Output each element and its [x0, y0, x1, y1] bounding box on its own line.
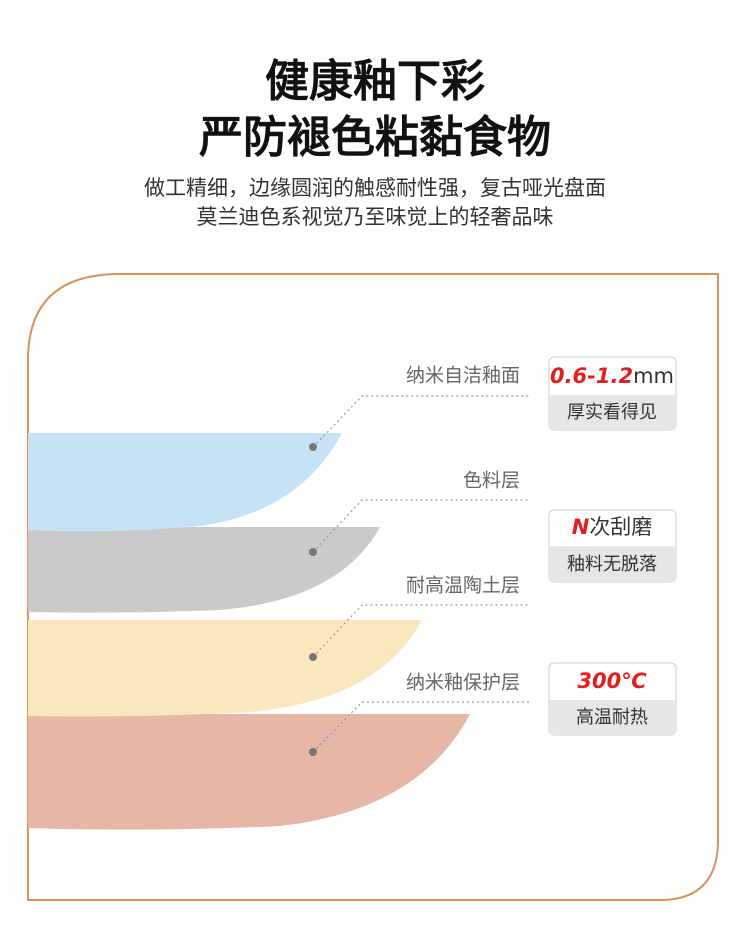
- layer-label: 纳米釉保护层: [406, 672, 520, 694]
- badge-caption: 高温耐热: [576, 707, 648, 728]
- title: 健康釉下彩: [265, 56, 485, 107]
- badge: 0.6-1.2mm 厚实看得见: [548, 356, 677, 431]
- badge: N次刮磨 釉料无脱落: [548, 509, 677, 583]
- layer-label: 耐高温陶土层: [406, 575, 520, 597]
- badge-value: 0.6-1.2mm: [550, 364, 674, 388]
- subtitle: 做工精细，边缘圆润的触感耐性强，复古哑光盘面: [144, 176, 606, 200]
- layer-clay: [28, 620, 422, 717]
- layer-color: [28, 527, 380, 613]
- badge: 300℃ 高温耐热: [548, 662, 677, 736]
- subtitle: 莫兰迪色系视觉乃至味觉上的轻奢品味: [197, 205, 554, 229]
- title: 严防褪色粘黏食物: [199, 112, 551, 163]
- layer-protect: [28, 714, 470, 830]
- dots: [309, 443, 317, 756]
- layer-glaze: [28, 433, 342, 532]
- badge-value: 300℃: [577, 669, 647, 693]
- leaders: [312, 395, 530, 753]
- badge-highlight: N: [572, 515, 590, 539]
- badge-suffix: mm: [633, 364, 674, 388]
- badge-highlight: 0.6-1.2: [550, 364, 633, 388]
- layer-label: 纳米自洁釉面: [406, 365, 520, 387]
- badge-value: N次刮磨: [572, 515, 653, 539]
- badge-caption: 釉料无脱落: [567, 554, 657, 575]
- badge-highlight: 300℃: [577, 669, 647, 693]
- badge-suffix: 次刮磨: [589, 515, 652, 539]
- layer-label: 色料层: [463, 470, 520, 492]
- badge-caption: 厚实看得见: [567, 402, 657, 423]
